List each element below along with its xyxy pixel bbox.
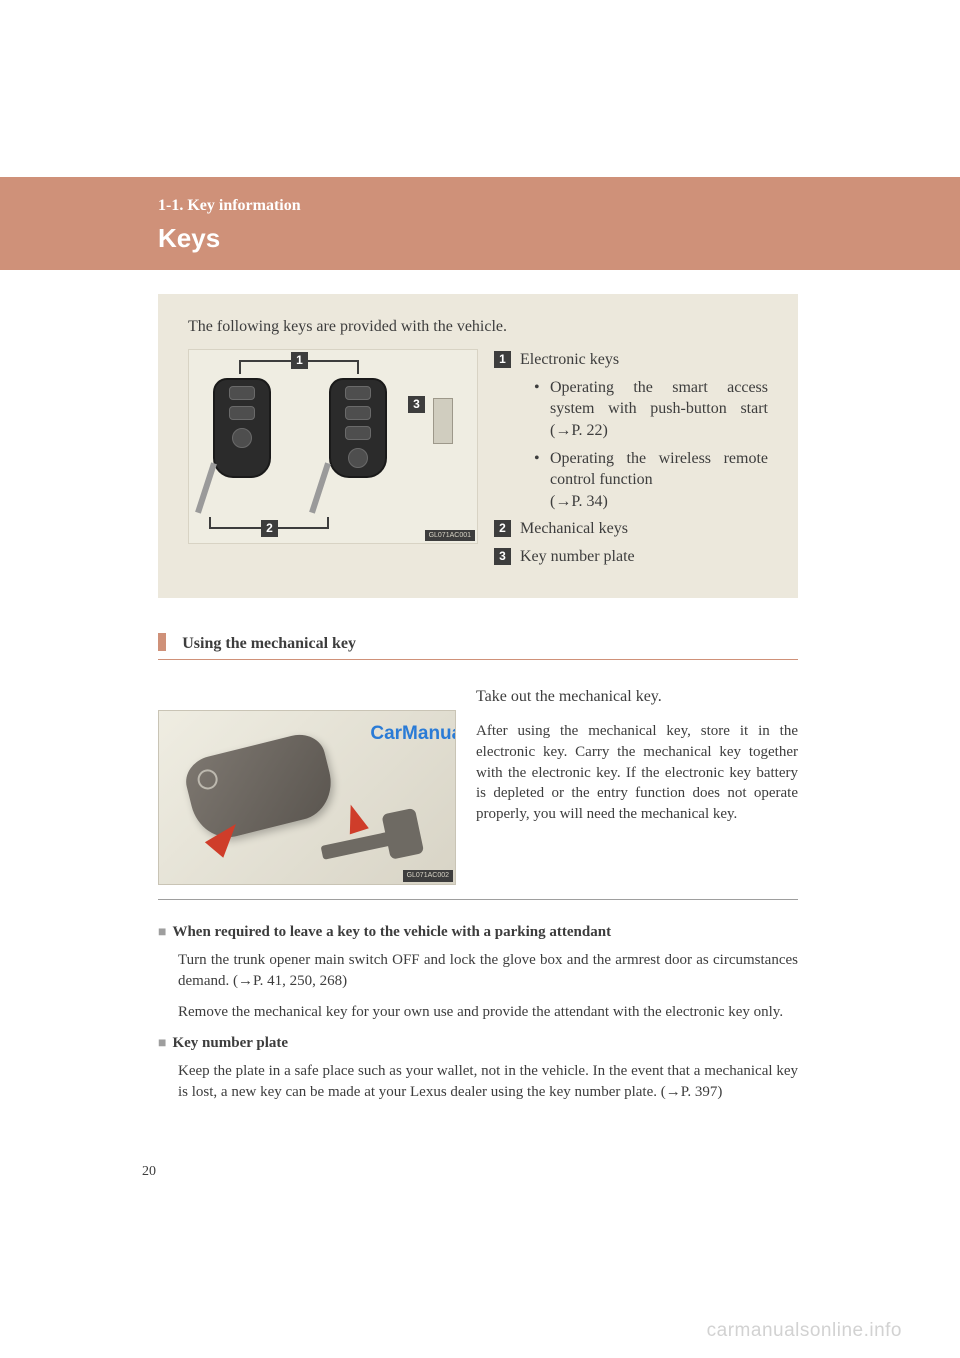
watermark: CarManuals2.com: [370, 721, 456, 747]
key-blade-icon: [321, 826, 418, 860]
fob-icon: [213, 378, 271, 478]
section-text: Take out the mechanical key. After using…: [476, 686, 798, 885]
fob-icon: [329, 378, 387, 478]
sublist-text: Operating the wireless remote control fu…: [550, 450, 768, 489]
blade-icon: [195, 463, 217, 514]
list-item: 1 Electronic keys: [494, 349, 768, 371]
list-label: Electronic keys: [520, 351, 619, 368]
tag-icon: [433, 398, 453, 444]
list-label: Mechanical keys: [520, 520, 628, 537]
callout-line: [357, 360, 359, 374]
section-lead: Take out the mechanical key.: [476, 686, 798, 708]
fob-icon: [181, 729, 339, 845]
illus-wrap: CarManuals2.com GL071AC002: [158, 686, 456, 885]
page: 1-1. Key information Keys The following …: [0, 0, 960, 1358]
sublist-item: Operating the wireless remote control fu…: [534, 448, 768, 513]
callout-3: 3: [408, 396, 425, 413]
mechanical-key-illustration: CarManuals2.com GL071AC002: [158, 710, 456, 885]
numbox-icon: 3: [494, 548, 511, 565]
notes: When required to leave a key to the vehi…: [158, 922, 798, 1103]
list-item: 3 Key number plate: [494, 546, 768, 568]
note-paragraph: Remove the mechanical key for your own u…: [178, 1002, 798, 1023]
intro-lead: The following keys are provided with the…: [188, 316, 768, 338]
sublist-ref: (→P. 34): [550, 493, 608, 510]
numbox-icon: 2: [494, 520, 511, 537]
intro-list: 1 Electronic keys Operating the smart ac…: [494, 349, 768, 569]
arrow-icon: [341, 801, 369, 834]
illus-code: GL071AC002: [403, 870, 453, 881]
note-paragraph: Turn the trunk opener main switch OFF an…: [178, 950, 798, 991]
intro-box: The following keys are provided with the…: [158, 294, 798, 598]
page-title: Keys: [158, 221, 960, 256]
section: Using the mechanical key CarManuals2.com…: [158, 632, 798, 900]
numbox-icon: 1: [494, 351, 511, 368]
callout-line: [209, 517, 211, 529]
page-number: 20: [142, 1163, 156, 1182]
callout-line: [327, 517, 329, 529]
sublist-item: Operating the smart access system with p…: [534, 377, 768, 442]
chapter-band: 1-1. Key information Keys: [0, 177, 960, 270]
note-heading: When required to leave a key to the vehi…: [158, 922, 798, 943]
callout-1: 1: [291, 352, 308, 369]
section-paragraph: After using the mechanical key, store it…: [476, 721, 798, 824]
note-heading: Key number plate: [158, 1033, 798, 1054]
callout-2: 2: [261, 520, 278, 537]
sublist: Operating the smart access system with p…: [494, 377, 768, 513]
list-label: Key number plate: [520, 548, 635, 565]
intro-row: 1 3 2 GL071AC001 1: [188, 349, 768, 569]
section-body: CarManuals2.com GL071AC002 Take out the …: [158, 686, 798, 900]
keys-illustration: 1 3 2 GL071AC001: [188, 349, 478, 544]
blade-icon: [309, 463, 331, 514]
heading-bar-icon: [158, 633, 166, 651]
heading-text: Using the mechanical key: [182, 635, 356, 652]
footer-brand: carmanualsonline.info: [707, 1318, 902, 1344]
list-item: 2 Mechanical keys: [494, 518, 768, 540]
note-paragraph: Keep the plate in a safe place such as y…: [178, 1061, 798, 1102]
callout-line: [239, 360, 241, 374]
section-heading: Using the mechanical key: [158, 632, 798, 660]
chapter-label: 1-1. Key information: [158, 195, 960, 217]
illus-code: GL071AC001: [425, 530, 475, 541]
